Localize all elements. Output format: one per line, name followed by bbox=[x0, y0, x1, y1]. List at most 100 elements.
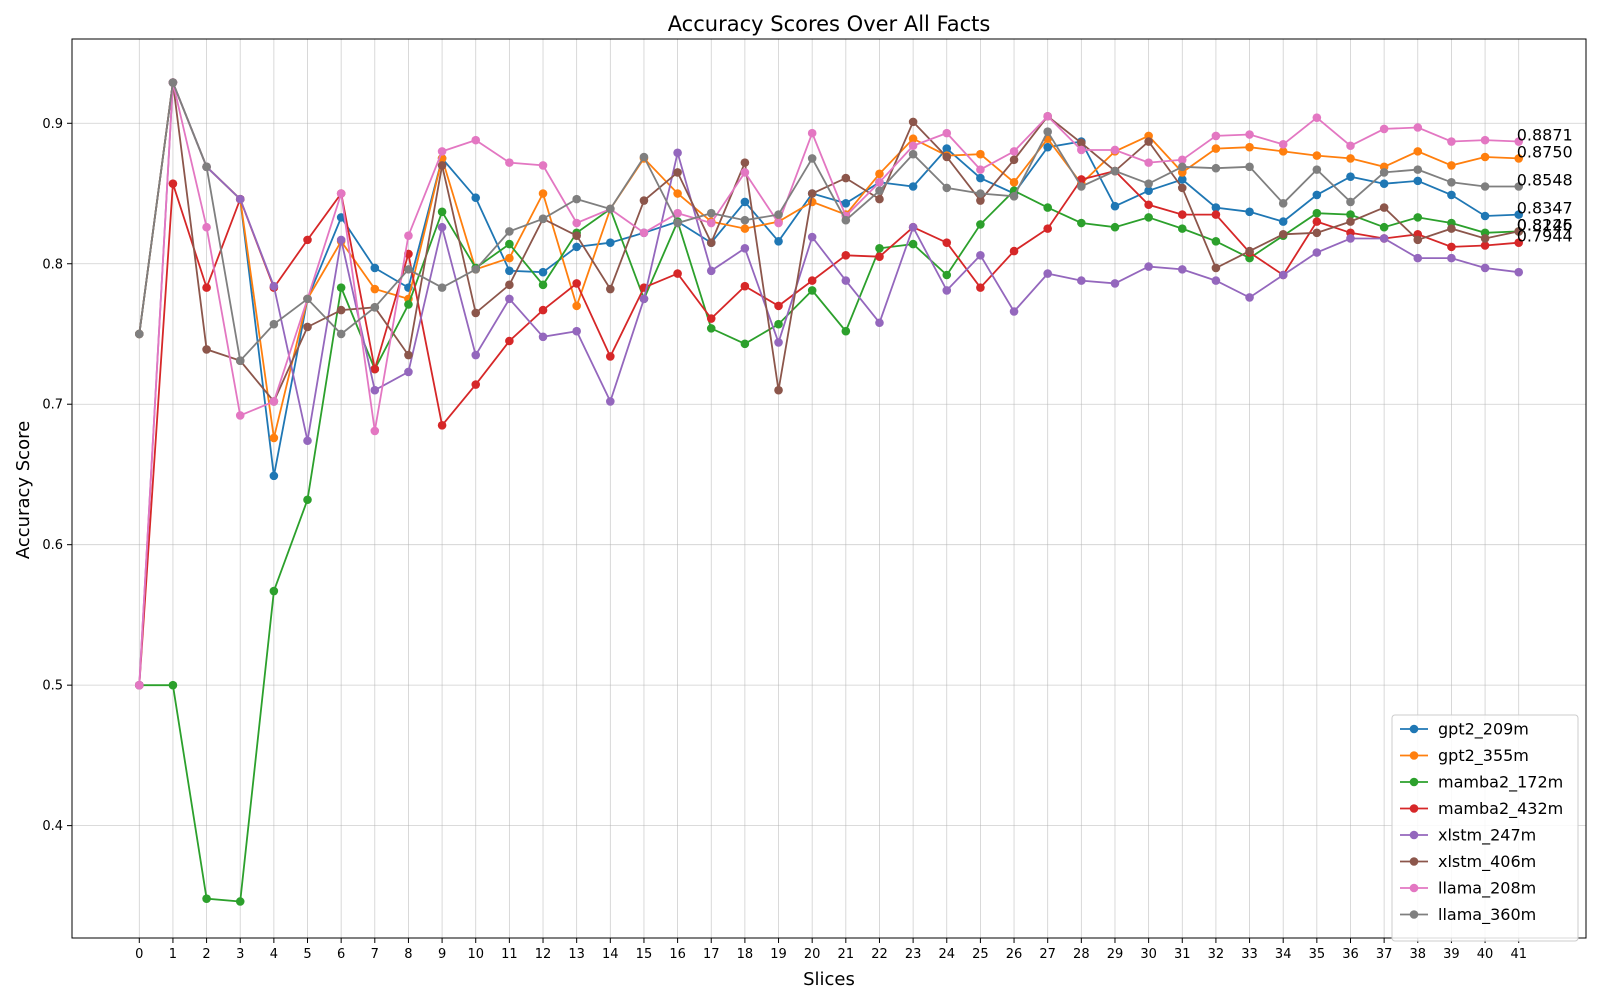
data-point bbox=[572, 218, 581, 228]
series-line-xlstm_247m bbox=[138, 82, 1519, 686]
data-point bbox=[1480, 211, 1490, 221]
data-point bbox=[1211, 276, 1221, 285]
legend-marker bbox=[1409, 857, 1419, 866]
data-point bbox=[875, 177, 884, 187]
data-point bbox=[673, 269, 682, 278]
series-line-gpt2_209m bbox=[138, 78, 1519, 477]
x-tick-label: 9 bbox=[438, 947, 446, 962]
x-tick-label: 8 bbox=[404, 947, 412, 962]
data-point bbox=[1043, 111, 1052, 121]
data-point bbox=[1447, 253, 1456, 263]
data-point bbox=[404, 367, 413, 377]
data-point bbox=[673, 208, 682, 218]
data-point bbox=[1346, 210, 1355, 219]
data-point bbox=[437, 420, 447, 430]
data-point bbox=[269, 281, 279, 291]
data-point bbox=[1278, 147, 1288, 156]
data-point bbox=[303, 436, 312, 446]
end-value-label: 0.8226 bbox=[1517, 215, 1573, 234]
data-point bbox=[976, 196, 985, 205]
data-point bbox=[875, 169, 884, 179]
data-point bbox=[706, 238, 716, 247]
data-point bbox=[1043, 224, 1052, 233]
data-point bbox=[1413, 213, 1423, 222]
data-point bbox=[942, 238, 952, 247]
series-gpt2_209m bbox=[134, 78, 1524, 481]
legend-item-llama_208m: llama_208m bbox=[1400, 879, 1536, 899]
legend-marker bbox=[1409, 804, 1419, 813]
x-tick-label: 7 bbox=[371, 947, 379, 962]
data-point bbox=[202, 345, 211, 354]
x-tick-label: 14 bbox=[602, 947, 619, 962]
data-point bbox=[1211, 236, 1221, 246]
data-point bbox=[740, 339, 750, 349]
data-point bbox=[1379, 203, 1389, 212]
y-tick-label: 0.9 bbox=[42, 117, 63, 132]
data-point bbox=[1379, 124, 1389, 134]
legend-label: mamba2_172m bbox=[1438, 773, 1563, 793]
data-point bbox=[1447, 161, 1456, 170]
data-point bbox=[1144, 137, 1153, 146]
data-point bbox=[235, 194, 245, 204]
series-line-gpt2_355m bbox=[138, 78, 1519, 439]
data-point bbox=[908, 182, 918, 191]
data-point bbox=[1177, 183, 1187, 193]
data-point bbox=[471, 380, 481, 389]
data-point bbox=[1245, 142, 1254, 152]
data-point bbox=[976, 189, 985, 198]
legend-marker bbox=[1409, 883, 1419, 893]
data-point bbox=[437, 147, 447, 156]
data-point bbox=[1211, 263, 1221, 273]
data-point bbox=[1177, 175, 1187, 184]
data-point bbox=[1043, 203, 1052, 212]
data-point bbox=[706, 218, 716, 228]
data-point bbox=[1177, 210, 1187, 219]
data-point bbox=[774, 301, 783, 311]
data-point bbox=[706, 314, 716, 323]
data-point bbox=[942, 144, 952, 153]
data-point bbox=[538, 214, 548, 224]
data-point bbox=[1043, 127, 1052, 137]
data-point bbox=[673, 189, 682, 198]
data-point bbox=[370, 426, 380, 436]
data-point bbox=[471, 308, 481, 318]
data-point bbox=[1211, 144, 1221, 153]
data-point bbox=[976, 283, 985, 292]
x-tick-label: 28 bbox=[1073, 947, 1090, 962]
data-point bbox=[774, 218, 783, 228]
x-tick-label: 18 bbox=[737, 947, 754, 962]
data-point bbox=[370, 364, 380, 374]
data-point bbox=[1379, 234, 1389, 243]
data-point bbox=[336, 329, 346, 339]
data-point bbox=[370, 302, 380, 312]
data-point bbox=[807, 276, 817, 285]
data-point bbox=[1177, 224, 1187, 233]
data-point bbox=[1245, 207, 1254, 217]
data-point bbox=[572, 326, 581, 336]
data-point bbox=[1480, 135, 1490, 145]
data-point bbox=[1278, 199, 1288, 208]
data-point bbox=[841, 251, 851, 260]
data-point bbox=[942, 286, 952, 295]
data-point bbox=[1278, 270, 1288, 280]
data-point bbox=[1144, 158, 1153, 167]
data-point bbox=[606, 204, 615, 214]
data-point bbox=[740, 215, 750, 225]
data-point bbox=[1346, 234, 1355, 243]
legend-box bbox=[1391, 714, 1579, 942]
data-point bbox=[202, 283, 211, 292]
y-tick-label: 0.8 bbox=[42, 257, 63, 272]
data-point bbox=[1009, 155, 1019, 165]
data-point bbox=[875, 252, 884, 262]
data-point bbox=[908, 239, 918, 249]
data-point bbox=[1480, 241, 1490, 250]
data-point bbox=[1009, 147, 1019, 156]
data-point bbox=[673, 168, 682, 177]
y-tick-label: 0.6 bbox=[42, 538, 63, 553]
data-point bbox=[437, 161, 447, 170]
x-tick-label: 19 bbox=[770, 947, 787, 962]
data-point bbox=[505, 158, 514, 167]
y-tick-label: 0.7 bbox=[42, 398, 63, 413]
data-point bbox=[1346, 141, 1355, 151]
data-point bbox=[1312, 248, 1322, 257]
